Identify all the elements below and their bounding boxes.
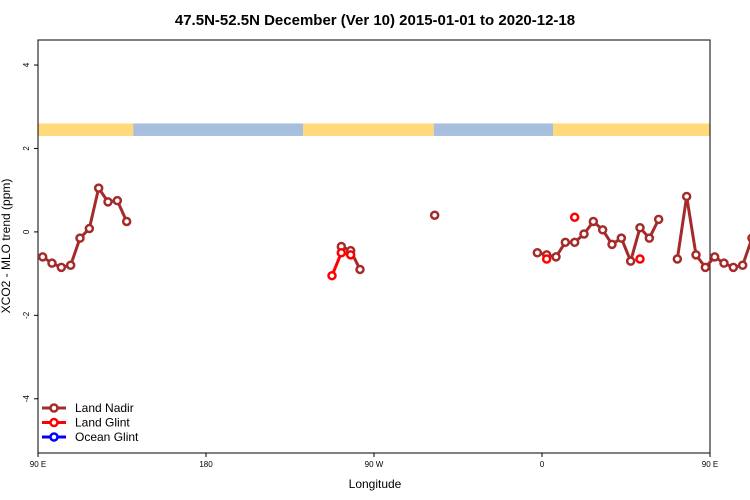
data-point (625, 256, 636, 266)
data-point (681, 191, 692, 202)
data-point (84, 223, 95, 234)
strip-land-2 (303, 123, 434, 136)
data-point (607, 239, 617, 250)
series-layer (37, 183, 750, 281)
data-point (700, 262, 711, 273)
data-point (56, 262, 67, 273)
strip-land-0 (38, 123, 134, 136)
data-point (541, 254, 552, 264)
y-axis-label: XCO2 - MLO trend (ppm) (0, 179, 13, 314)
series-land-nadir (37, 183, 750, 275)
data-point (635, 222, 645, 233)
data-point (737, 260, 748, 271)
data-point (579, 229, 589, 239)
strip-land-4 (553, 123, 710, 136)
data-point (65, 260, 76, 271)
legend-label: Land Nadir (75, 401, 134, 415)
y-tick-label: 0 (22, 229, 31, 234)
data-point (336, 248, 347, 258)
y-tick-label: -2 (22, 311, 31, 319)
data-point (588, 216, 599, 227)
legend-marker (49, 417, 59, 428)
series-land-glint (327, 212, 645, 281)
data-point (635, 254, 645, 264)
x-tick-label: 180 (199, 460, 213, 469)
data-point (121, 216, 132, 227)
data-point (644, 233, 655, 243)
legend-label: Land Glint (75, 416, 130, 430)
data-point (429, 210, 440, 220)
data-point (672, 254, 683, 264)
data-point (355, 264, 365, 275)
legend-marker (49, 432, 59, 442)
x-tick-label: 90 W (365, 460, 384, 469)
x-tick-label: 90 E (702, 460, 718, 469)
data-point (47, 258, 57, 268)
data-point (709, 252, 720, 262)
data-point (728, 262, 739, 273)
legend-marker (49, 403, 59, 413)
y-tick-label: 4 (22, 62, 31, 67)
strip-ocean-1 (133, 123, 304, 136)
data-point (597, 225, 608, 235)
data-point (569, 212, 580, 223)
data-point (532, 248, 543, 258)
y-tick-label: -4 (22, 395, 31, 403)
data-point (75, 233, 85, 243)
x-axis-label: Longitude (349, 477, 402, 491)
data-point (691, 250, 701, 260)
data-point (719, 258, 729, 268)
data-point (327, 270, 337, 281)
data-point (653, 214, 664, 225)
data-point (37, 252, 48, 262)
data-point (569, 237, 580, 248)
y-tick-label: 2 (22, 146, 31, 151)
x-axis: 90 E 180 90 W 0 90 E (30, 453, 718, 469)
data-point (560, 237, 571, 248)
legend-label: Ocean Glint (75, 430, 139, 444)
x-tick-label: 0 (540, 460, 545, 469)
data-point (345, 250, 356, 260)
y-axis: -4 -2 0 2 4 (22, 62, 38, 402)
data-point (551, 252, 561, 262)
chart-title: 47.5N-52.5N December (Ver 10) 2015-01-01… (175, 12, 575, 29)
data-point (616, 233, 627, 243)
data-point (93, 183, 104, 193)
data-point (112, 195, 123, 206)
land-ocean-strip (38, 123, 710, 136)
strip-ocean-3 (433, 123, 554, 136)
data-point (103, 197, 113, 207)
x-tick-label: 90 E (30, 460, 46, 469)
